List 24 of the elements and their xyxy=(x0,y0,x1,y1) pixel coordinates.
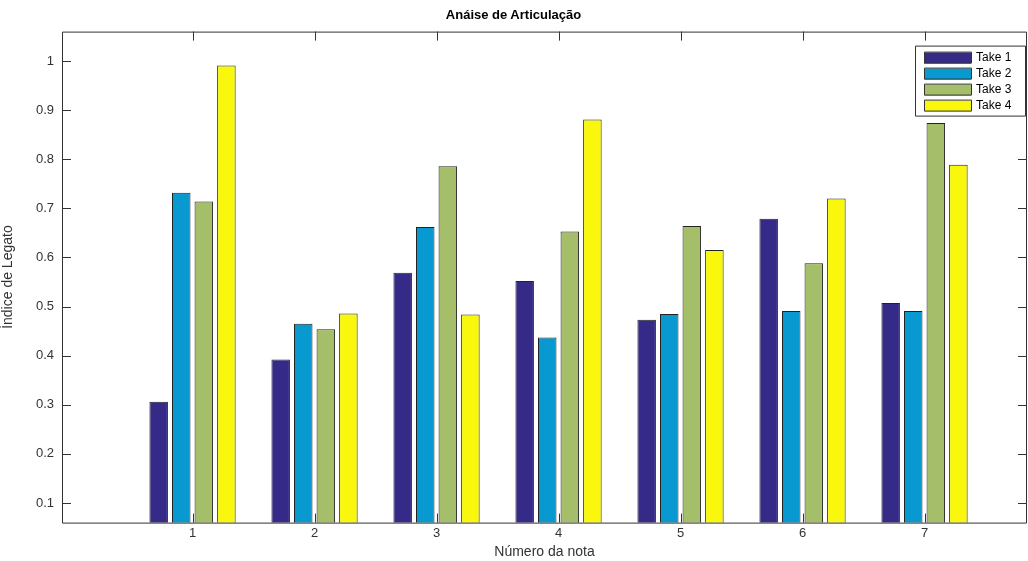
x-tick-label: 4 xyxy=(554,524,563,540)
y-tick-label: 1 xyxy=(46,52,54,68)
y-tick-label: 0.9 xyxy=(35,101,54,117)
x-tick-label: 3 xyxy=(432,524,441,540)
y-tick-label: 0.8 xyxy=(35,150,54,166)
legend-label: Take 1 xyxy=(976,49,1012,64)
legend-label: Take 4 xyxy=(976,97,1012,112)
y-tick-label: 0.1 xyxy=(35,494,54,510)
y-tick-label: 0.3 xyxy=(35,396,54,412)
x-axis-title: Número da nota xyxy=(494,543,595,560)
x-tick-label: 5 xyxy=(676,524,685,540)
y-tick-label: 0.6 xyxy=(35,249,54,265)
y-axis-title: Índice de Legato xyxy=(0,225,16,329)
legend-label: Take 2 xyxy=(976,65,1012,80)
y-tick-label: 0.5 xyxy=(35,298,54,314)
x-tick-label: 7 xyxy=(920,524,929,540)
y-tick-label: 0.2 xyxy=(35,445,54,461)
x-tick-label: 1 xyxy=(188,524,197,540)
y-tick-label: 0.4 xyxy=(35,347,54,363)
x-tick-label: 6 xyxy=(798,524,807,540)
chart-title: Anáise de Articulação xyxy=(445,7,582,23)
y-tick-label: 0.7 xyxy=(35,199,54,215)
x-tick-label: 2 xyxy=(310,524,319,540)
legend-label: Take 3 xyxy=(976,81,1012,96)
